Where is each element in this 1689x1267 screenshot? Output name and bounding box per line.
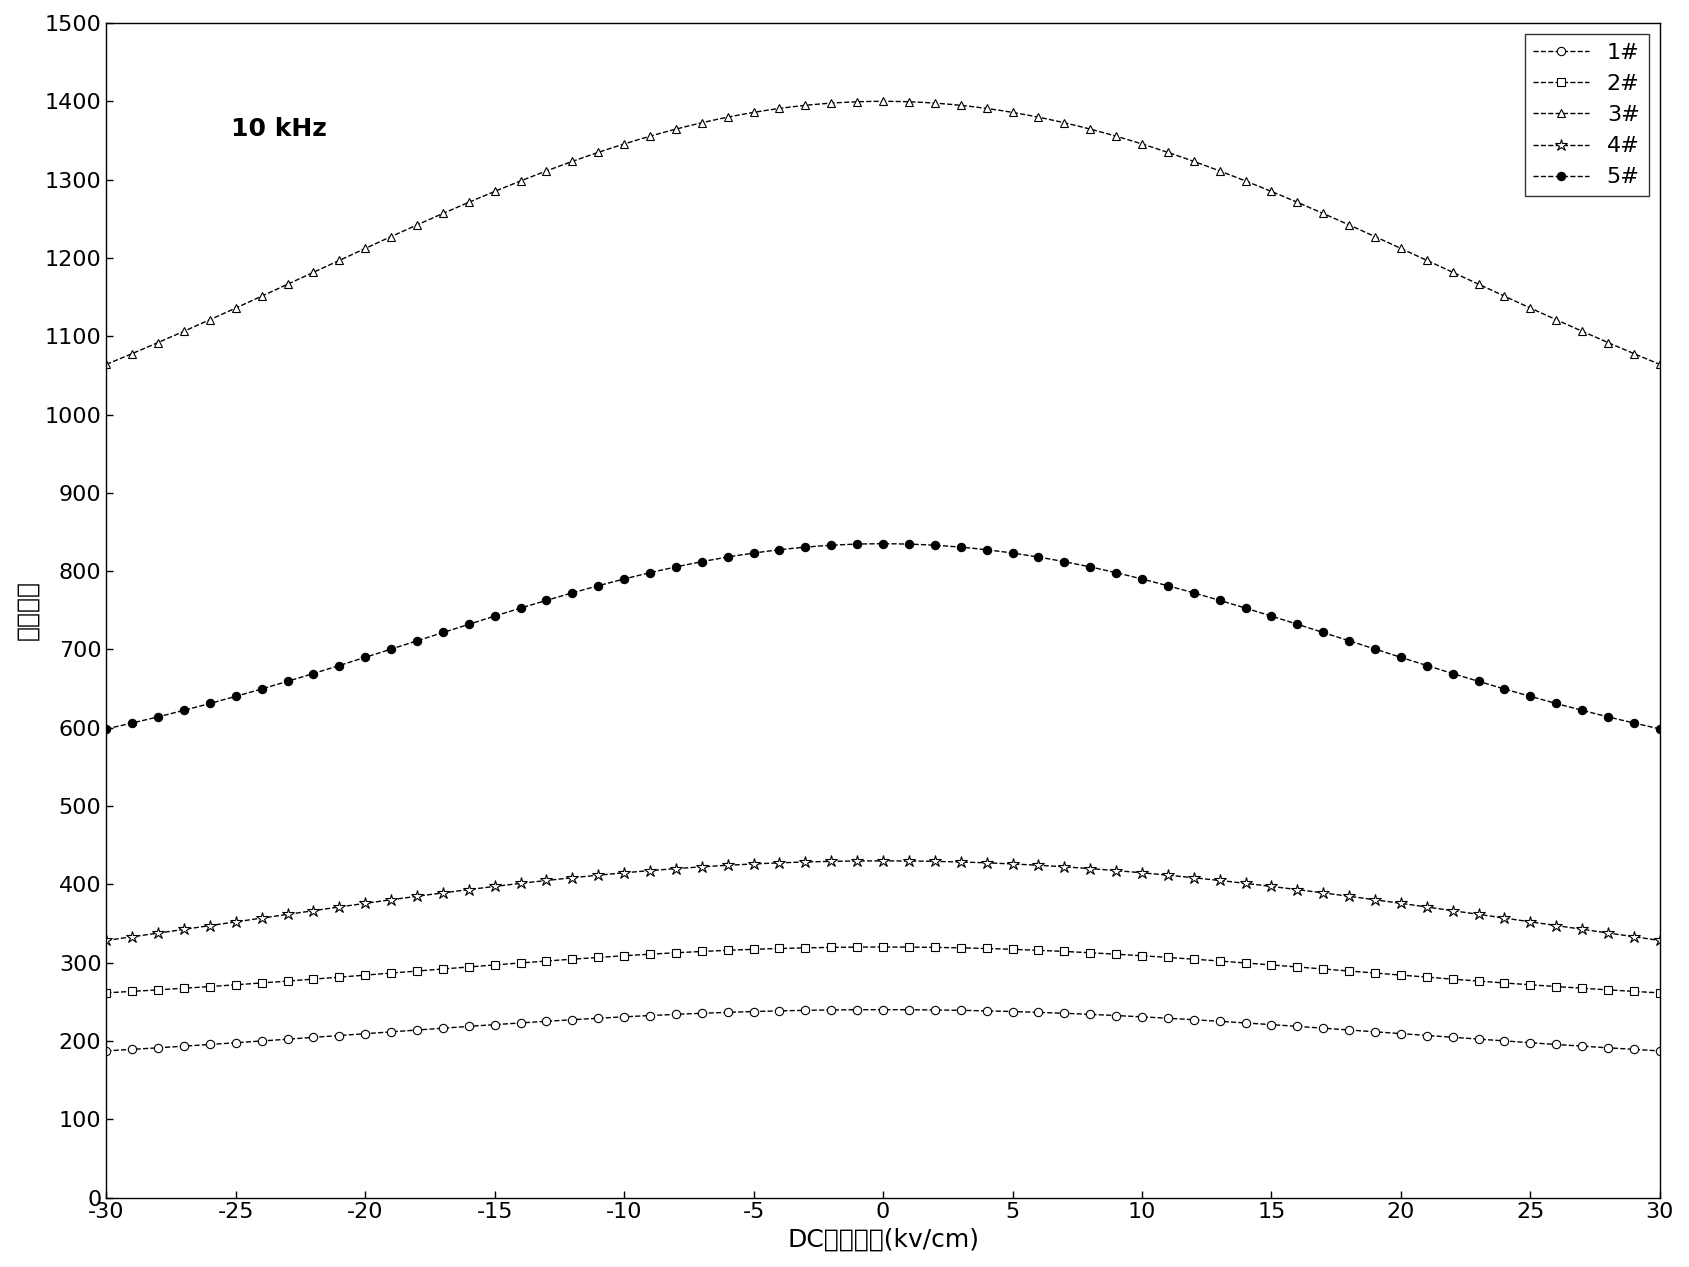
X-axis label: DC电场强度(kv/cm): DC电场强度(kv/cm) — [787, 1228, 980, 1252]
Legend: 1#, 2#, 3#, 4#, 5#: 1#, 2#, 3#, 4#, 5# — [1525, 34, 1648, 196]
Text: 10 kHz: 10 kHz — [231, 117, 326, 141]
Y-axis label: 介电常数: 介电常数 — [15, 580, 39, 640]
